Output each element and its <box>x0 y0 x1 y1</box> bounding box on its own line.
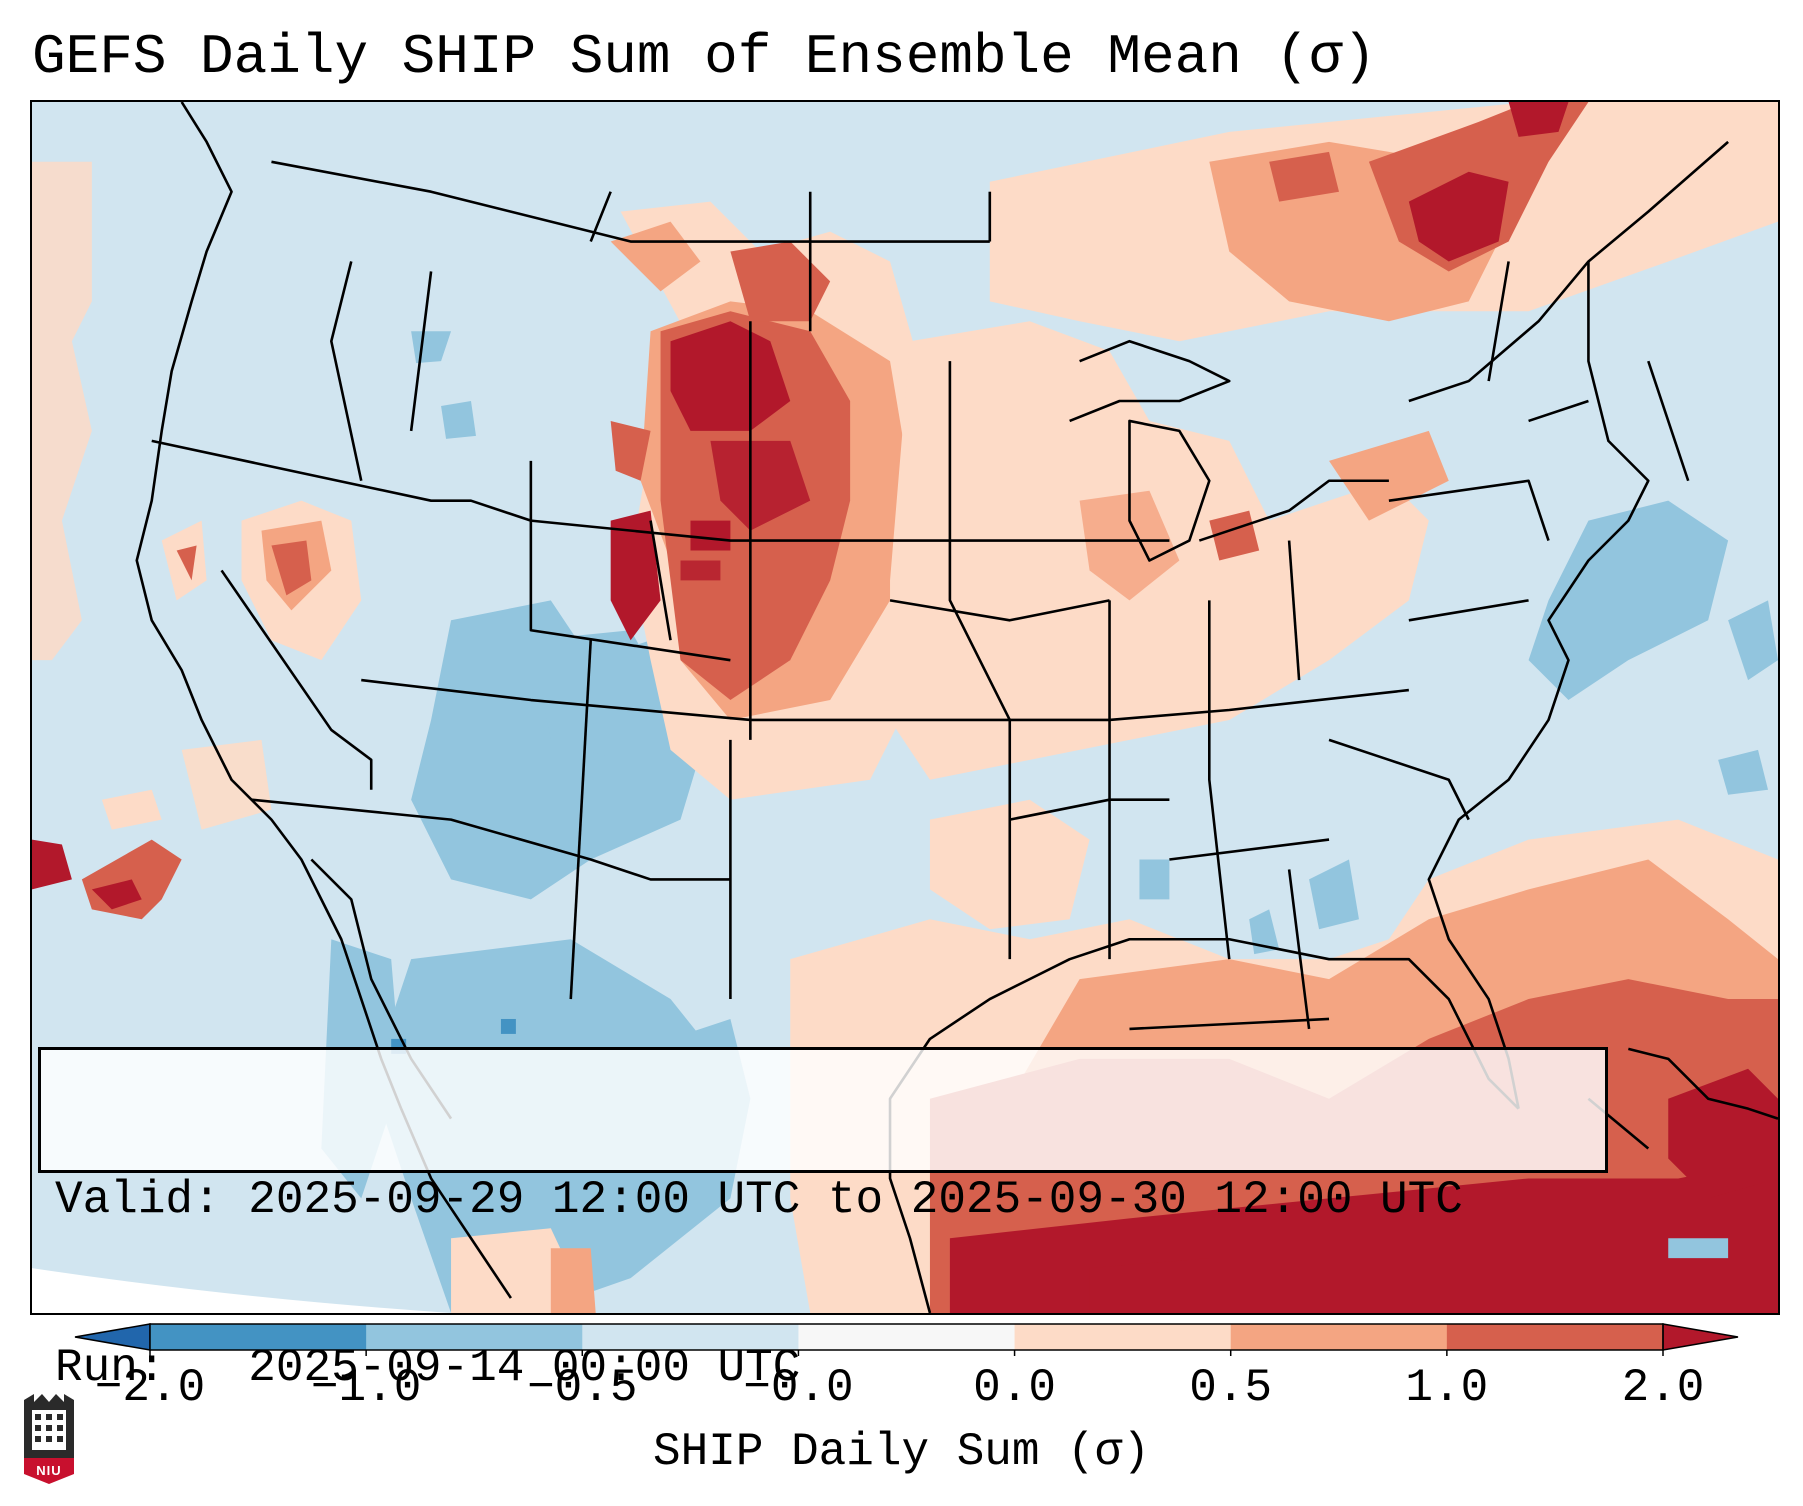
northern-plains-positive <box>610 201 930 800</box>
colorbar-bin <box>1230 1324 1448 1350</box>
valid-row: Valid: 2025-09-29 12:00 UTC to 2025-09-3… <box>55 1172 1591 1228</box>
great-basin-patch <box>161 500 362 661</box>
colorbar-tick-label: 2.0 <box>1621 1362 1705 1414</box>
colorbar-extend-high <box>1662 1323 1739 1351</box>
midwest-positive <box>890 321 1449 930</box>
colorbar-bin <box>798 1324 1016 1350</box>
colorbar <box>0 1316 1803 1356</box>
colorbar-tick-label: −1.0 <box>310 1362 422 1414</box>
colorbar-tick-label: −0.0 <box>743 1362 854 1414</box>
colorbar-tick-label: −2.0 <box>94 1362 206 1414</box>
colorbar-extend-low <box>74 1323 151 1351</box>
colorbar-bin <box>1446 1324 1664 1350</box>
colorbar-label: SHIP Daily Sum (σ) <box>653 1426 1150 1478</box>
run-label: Run: <box>55 1342 166 1394</box>
colorbar-bin <box>150 1324 367 1350</box>
valid-run-box: Valid: 2025-09-29 12:00 UTC to 2025-09-3… <box>38 1047 1608 1394</box>
atlantic-negative <box>1528 500 1778 795</box>
boundaries <box>135 102 1778 1313</box>
colorbar-tick-label: 0.5 <box>1189 1362 1273 1414</box>
niu-logo-text: NIU <box>36 1463 62 1478</box>
canada-north-positive <box>989 102 1778 342</box>
colorbar-tick-label: 0.0 <box>973 1362 1056 1414</box>
colorbar-bin <box>366 1324 583 1350</box>
map-title: GEFS Daily SHIP Sum of Ensemble Mean (σ) <box>32 25 1377 89</box>
projection-edge-left <box>32 1268 452 1313</box>
pacific-patches <box>32 161 272 920</box>
colorbar-tick-label: −0.5 <box>527 1362 638 1414</box>
colorbar-bin <box>582 1324 799 1350</box>
colorbar-outline <box>149 1323 1664 1351</box>
colorbar-svg <box>74 1323 1739 1356</box>
misc-patches <box>411 331 1359 1313</box>
colorbar-tick-label: 1.0 <box>1405 1362 1489 1414</box>
valid-label: Valid: <box>55 1174 221 1226</box>
niu-logo-icon <box>24 1394 74 1484</box>
niu-logo: NIU <box>20 1390 78 1484</box>
valid-value: 2025-09-29 12:00 UTC to 2025-09-30 12:00… <box>248 1174 1463 1226</box>
colorbar-bin <box>1014 1324 1232 1350</box>
